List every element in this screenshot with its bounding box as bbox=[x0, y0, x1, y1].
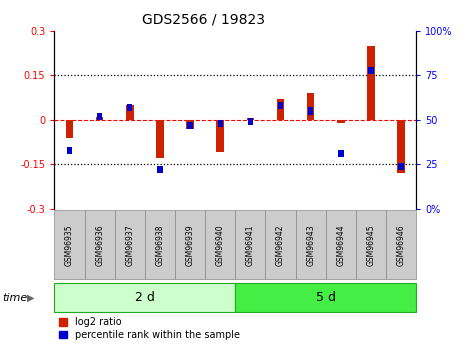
Text: GSM96943: GSM96943 bbox=[306, 224, 315, 266]
Text: 2 d: 2 d bbox=[135, 291, 155, 304]
Text: GSM96940: GSM96940 bbox=[216, 224, 225, 266]
Bar bbox=[186, 120, 194, 129]
Bar bbox=[217, 120, 224, 152]
Bar bbox=[66, 120, 73, 138]
Bar bbox=[338, 150, 343, 157]
Bar bbox=[397, 120, 405, 173]
Text: GSM96942: GSM96942 bbox=[276, 224, 285, 266]
Bar bbox=[278, 102, 283, 109]
Bar bbox=[277, 99, 284, 120]
Bar bbox=[127, 104, 132, 111]
Text: 5 d: 5 d bbox=[316, 291, 336, 304]
Bar bbox=[368, 67, 374, 74]
Text: GSM96944: GSM96944 bbox=[336, 224, 345, 266]
Bar bbox=[246, 118, 254, 120]
Bar bbox=[156, 120, 164, 158]
Bar bbox=[67, 147, 72, 154]
Bar bbox=[308, 107, 314, 115]
Bar bbox=[367, 46, 375, 120]
Bar bbox=[248, 118, 253, 125]
Text: GSM96945: GSM96945 bbox=[367, 224, 376, 266]
Text: GSM96941: GSM96941 bbox=[246, 224, 255, 266]
Text: GSM96937: GSM96937 bbox=[125, 224, 134, 266]
Text: GSM96938: GSM96938 bbox=[156, 224, 165, 266]
Bar bbox=[187, 122, 193, 129]
Bar bbox=[307, 93, 315, 120]
Text: GSM96946: GSM96946 bbox=[397, 224, 406, 266]
Text: GSM96935: GSM96935 bbox=[65, 224, 74, 266]
Bar bbox=[157, 166, 163, 173]
Bar bbox=[97, 113, 102, 120]
Bar bbox=[96, 117, 104, 120]
Legend: log2 ratio, percentile rank within the sample: log2 ratio, percentile rank within the s… bbox=[59, 317, 240, 340]
Bar bbox=[398, 162, 404, 170]
Text: time: time bbox=[2, 293, 27, 303]
Bar bbox=[337, 120, 345, 123]
Text: GSM96936: GSM96936 bbox=[95, 224, 104, 266]
Text: GSM96939: GSM96939 bbox=[185, 224, 194, 266]
Text: GDS2566 / 19823: GDS2566 / 19823 bbox=[142, 12, 265, 26]
Bar bbox=[126, 105, 133, 120]
Bar bbox=[218, 120, 223, 127]
Text: ▶: ▶ bbox=[27, 293, 35, 303]
